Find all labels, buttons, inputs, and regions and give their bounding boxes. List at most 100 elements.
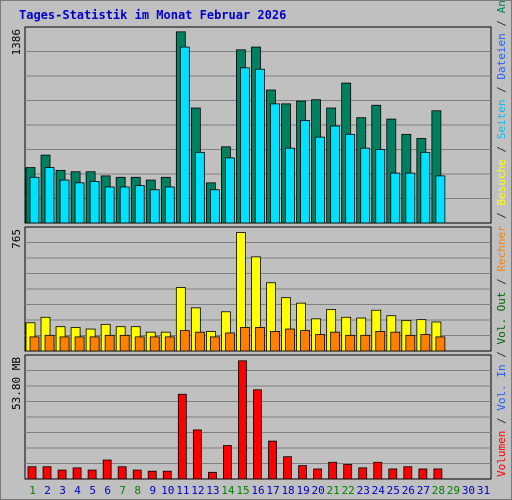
day-label-22: 22 [342,484,355,497]
bar-volumen-day-12 [192,429,202,480]
day-label-26: 26 [402,484,415,497]
day-label-13: 13 [206,484,219,497]
bar-volumen-day-26 [403,466,413,480]
day-label-11: 11 [176,484,189,497]
bar-rechner-day-23 [360,334,371,352]
legend-item-3: / [495,345,508,365]
bar-dateien-day-1 [29,176,40,224]
legend-item-2: Vol. In [495,364,508,410]
bar-volumen-day-4 [72,467,82,480]
bar-dateien-day-22 [345,133,356,224]
axis-max-label-top: 1386 [10,29,23,56]
bar-volumen-day-24 [373,461,383,480]
bar-rechner-day-12 [194,331,205,352]
bar-dateien-day-2 [44,167,55,224]
legend-item-13: / [495,13,508,33]
legend-item-9: / [495,139,508,159]
bar-rechner-day-15 [240,327,250,352]
day-label-29: 29 [447,484,460,497]
bar-volumen-day-7 [117,466,127,480]
bar-dateien-day-28 [435,175,446,224]
day-label-20: 20 [312,484,325,497]
bar-rechner-day-10 [164,336,175,352]
bar-dateien-day-17 [270,103,280,224]
bar-volumen-day-9 [147,470,157,480]
axis-max-label-bottom: 53.80 MB [10,357,23,410]
legend-item-4: Vol. Out [495,292,508,345]
bar-volumen-day-20 [313,468,323,480]
legend-item-6: Rechner [495,225,508,272]
bar-rechner-day-5 [89,336,100,352]
bar-rechner-day-21 [330,331,341,352]
bar-dateien-day-23 [360,147,371,224]
bar-dateien-day-24 [375,149,386,224]
bar-dateien-day-8 [134,185,145,224]
day-label-31: 31 [477,484,490,497]
bar-rechner-day-9 [149,336,160,352]
bar-volumen-day-18 [283,456,292,480]
bar-volumen-day-11 [177,393,187,480]
day-label-10: 10 [161,484,174,497]
day-label-8: 8 [134,484,141,497]
bar-volumen-day-5 [87,469,97,480]
bar-dateien-day-4 [74,182,85,224]
bar-dateien-day-16 [255,68,265,224]
day-label-5: 5 [89,484,96,497]
bar-dateien-day-27 [420,151,431,224]
bar-dateien-day-5 [89,181,100,224]
bar-dateien-day-13 [209,189,220,224]
bar-rechner-day-17 [270,330,280,352]
bar-rechner-day-18 [285,328,295,352]
day-label-1: 1 [29,484,36,497]
bar-rechner-day-1 [29,336,40,352]
day-label-21: 21 [327,484,340,497]
day-label-2: 2 [44,484,51,497]
bar-volumen-day-28 [433,468,443,480]
bar-dateien-day-20 [315,136,326,224]
bar-volumen-day-21 [328,461,338,480]
day-label-18: 18 [281,484,294,497]
day-label-7: 7 [119,484,126,497]
bar-volumen-day-3 [57,469,67,480]
bar-dateien-day-15 [240,67,250,224]
bar-volumen-day-23 [358,467,368,480]
bar-dateien-day-21 [330,125,341,224]
bar-rechner-day-2 [44,334,55,352]
day-label-9: 9 [149,484,156,497]
day-label-3: 3 [59,484,66,497]
bar-dateien-day-19 [300,120,310,224]
bar-dateien-day-6 [104,186,115,224]
bar-volumen-day-2 [42,466,52,480]
day-label-15: 15 [236,484,249,497]
bar-rechner-day-25 [390,331,401,352]
day-label-30: 30 [462,484,475,497]
bar-dateien-day-12 [194,151,205,224]
bar-rechner-day-19 [300,330,310,352]
bar-rechner-day-13 [209,336,220,352]
bar-rechner-day-27 [420,334,431,352]
bar-dateien-day-18 [285,147,295,224]
day-label-12: 12 [191,484,204,497]
bar-rechner-day-20 [315,334,326,352]
axis-max-label-middle: 765 [10,229,23,249]
bar-rechner-day-7 [119,334,130,352]
bar-volumen-day-17 [268,440,277,480]
bar-rechner-day-26 [405,334,416,352]
legend-item-11: / [495,80,508,100]
bar-dateien-day-7 [119,186,130,224]
bar-rechner-day-24 [375,330,386,352]
day-label-27: 27 [417,484,430,497]
legend-item-1: / [495,411,508,431]
bar-volumen-day-15 [238,360,247,480]
bar-dateien-day-11 [179,46,190,224]
day-label-24: 24 [372,484,386,497]
bar-dateien-day-25 [390,172,401,224]
bar-volumen-day-25 [388,468,398,480]
legend-item-7: / [495,205,508,225]
bar-volumen-day-6 [102,459,112,480]
bar-volumen-day-16 [253,389,262,480]
bar-rechner-day-11 [179,330,190,352]
legend-right: Volumen / Vol. In / Vol. Out / Rechner /… [495,1,508,477]
